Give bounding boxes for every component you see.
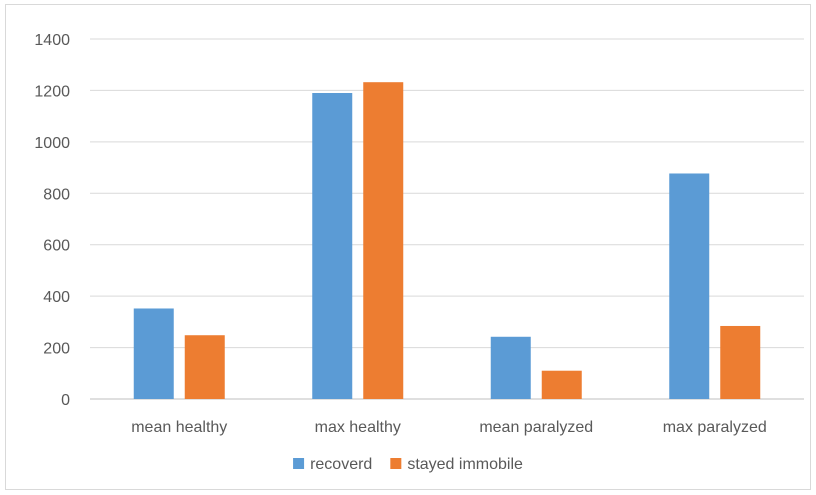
bar-recoverd [669, 173, 710, 399]
y-tick-label: 1200 [34, 83, 70, 100]
bar-stayed-immobile [541, 370, 582, 399]
legend-swatch [390, 458, 402, 469]
bar-stayed-immobile [184, 335, 225, 399]
x-tick-label: max healthy [315, 419, 401, 436]
legend-label: recoverd [310, 456, 372, 473]
legend-label: stayed immobile [407, 456, 523, 473]
x-tick-label: mean healthy [131, 419, 227, 436]
bar-stayed-immobile [363, 82, 404, 399]
y-tick-label: 0 [61, 392, 70, 409]
x-tick-label: mean paralyzed [479, 419, 593, 436]
y-tick-label: 1400 [34, 32, 70, 49]
y-tick-label: 1000 [34, 135, 70, 152]
bar-stayed-immobile [720, 325, 761, 399]
y-tick-label: 800 [43, 186, 70, 203]
bar-recoverd [133, 308, 174, 399]
bar-recoverd [490, 336, 531, 399]
y-tick-label: 200 [43, 341, 70, 358]
y-tick-label: 400 [43, 289, 70, 306]
bar-recoverd [312, 93, 353, 399]
legend-swatch [293, 458, 305, 469]
x-tick-label: max paralyzed [663, 419, 767, 436]
y-tick-label: 600 [43, 238, 70, 255]
